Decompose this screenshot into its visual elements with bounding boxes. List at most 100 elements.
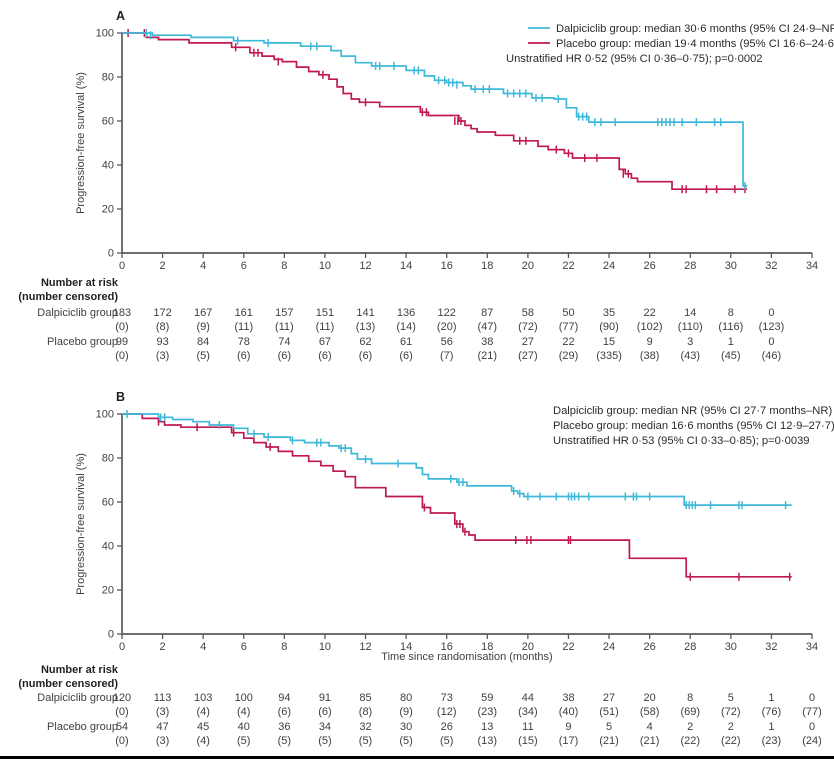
x-tick-label: 28: [684, 641, 696, 653]
censored-count: (6): [318, 350, 332, 362]
risk-count: 93: [156, 336, 169, 348]
censored-count: (3): [155, 706, 170, 718]
legend-label-dalpiciclib: Dalpiciclib group: median 30·6 months (9…: [556, 23, 834, 35]
risk-count: 27: [521, 336, 534, 348]
censored-count: (116): [718, 321, 744, 333]
censored-count: (0): [115, 706, 129, 718]
risk-count: 157: [275, 307, 294, 319]
x-tick-label: 0: [119, 260, 125, 272]
censored-count: (21): [599, 735, 619, 747]
x-tick-label: 2: [160, 260, 166, 272]
risk-count: 38: [562, 692, 575, 704]
risk-count: 11: [522, 721, 534, 733]
risk-count: 62: [359, 336, 372, 348]
risk-count: 113: [153, 692, 172, 704]
risk-header-line1-b: Number at risk: [40, 664, 118, 676]
risk-count: 87: [481, 307, 494, 319]
risk-count: 84: [197, 336, 210, 348]
censored-count: (21): [639, 735, 660, 747]
censored-count: (5): [358, 735, 373, 747]
risk-count: 14: [684, 307, 697, 319]
risk-count: 50: [562, 307, 575, 319]
y-tick-label: 100: [96, 409, 114, 421]
x-tick-label: 20: [522, 641, 534, 653]
risk-count: 15: [602, 336, 616, 348]
x-tick-label: 32: [765, 260, 777, 272]
censored-count: (58): [639, 706, 660, 718]
risk-count: 61: [399, 336, 413, 348]
censored-count: (11): [234, 321, 254, 333]
risk-count: 32: [359, 721, 372, 733]
x-tick-label: 4: [200, 641, 206, 653]
x-tick-label: 20: [522, 260, 534, 272]
censored-count: (46): [761, 350, 782, 362]
x-tick-label: 6: [241, 641, 247, 653]
risk-count: 0: [768, 307, 775, 319]
risk-count: 0: [808, 721, 816, 733]
risk-count: 99: [115, 336, 129, 348]
figure-bottom-rule: [0, 756, 834, 759]
risk-count: 141: [356, 307, 375, 319]
x-tick-label: 0: [119, 641, 125, 653]
censored-count: (51): [599, 706, 619, 718]
x-tick-label: 4: [200, 260, 206, 272]
risk-count: 1: [727, 336, 734, 348]
censored-count: (5): [439, 735, 454, 747]
panel-b-chart: 0 2 4 6 8 10 12 14 16 18 20 22 24 26 28 30 32 34020406080…: [75, 390, 834, 653]
y-tick-label: 60: [102, 497, 114, 509]
km-curve-dalpiciclib: [122, 32, 748, 187]
risk-count: 94: [278, 692, 291, 704]
censored-count: (23): [477, 706, 498, 718]
risk-count: 3: [687, 336, 694, 348]
x-tick-label: 2: [160, 641, 166, 653]
risk-header-line2-b: (number censored): [18, 678, 118, 690]
risk-count: 54: [115, 721, 129, 733]
risk-count: 35: [602, 307, 616, 319]
x-tick-label: 30: [725, 260, 737, 272]
x-axis-label: Time since randomisation (months): [381, 651, 553, 663]
risk-count: 120: [112, 692, 132, 704]
censored-count: (22): [721, 735, 741, 747]
risk-count: 8: [687, 692, 694, 704]
risk-count: 0: [808, 692, 816, 704]
risk-count: 5: [727, 692, 734, 704]
censored-count: (5): [399, 735, 413, 747]
risk-count: 30: [399, 721, 413, 733]
x-tick-label: 30: [725, 641, 737, 653]
risk-row-label-placebo-b: Placebo group: [47, 721, 118, 733]
risk-count: 38: [481, 336, 494, 348]
km-curve-placebo: [122, 413, 792, 578]
censored-count: (6): [358, 350, 373, 362]
censor-marks-dalpiciclib: [126, 410, 787, 510]
risk-count: 13: [481, 721, 494, 733]
censored-count: (76): [761, 706, 782, 718]
x-tick-label: 14: [400, 260, 412, 272]
censored-count: (9): [196, 321, 210, 333]
censored-count: (8): [358, 706, 373, 718]
risk-count: 1: [768, 692, 775, 704]
legend-label-hr: Unstratified HR 0·53 (95% CI 0·33–0·85);…: [553, 435, 810, 447]
censored-count: (13): [355, 321, 376, 333]
x-tick-label: 26: [644, 641, 656, 653]
risk-header-line2: (number censored): [18, 291, 118, 303]
censored-count: (11): [274, 321, 294, 333]
panel-a-y-axis-title: Progression-free survival (%): [75, 72, 87, 214]
censored-count: (0): [115, 350, 129, 362]
censored-count: (40): [558, 706, 579, 718]
risk-count: 172: [153, 307, 172, 319]
risk-count: 1: [768, 721, 775, 733]
risk-count: 4: [646, 721, 653, 733]
risk-count: 122: [437, 307, 456, 319]
censored-count: (3): [155, 735, 170, 747]
censored-count: (15): [518, 735, 538, 747]
km-curve-placebo: [122, 32, 748, 191]
censored-count: (12): [436, 706, 457, 718]
censored-count: (0): [115, 321, 129, 333]
km-curve-dalpiciclib: [122, 413, 792, 506]
censored-count: (4): [196, 735, 210, 747]
risk-count: 161: [234, 307, 253, 319]
x-tick-label: 32: [765, 641, 777, 653]
censored-count: (13): [477, 735, 498, 747]
x-tick-label: 22: [562, 260, 574, 272]
